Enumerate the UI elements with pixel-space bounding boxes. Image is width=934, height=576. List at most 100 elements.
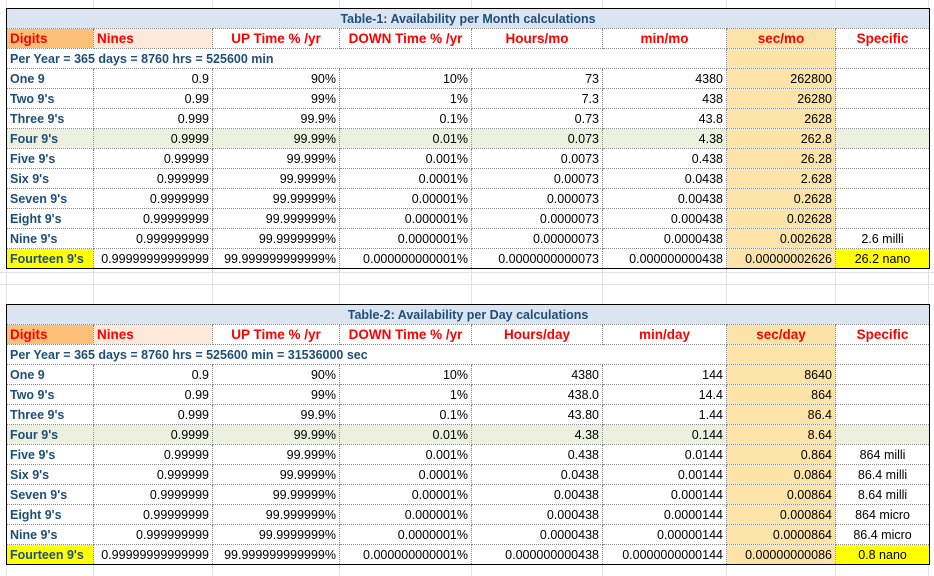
cell-min[interactable]: 14.4 bbox=[602, 384, 727, 405]
cell-min[interactable]: 0.00000144 bbox=[602, 524, 727, 545]
cell-down-time[interactable]: 0.1% bbox=[339, 108, 472, 129]
cell-min[interactable]: 0.0000000000144 bbox=[602, 544, 727, 565]
cell-min[interactable]: 0.0144 bbox=[602, 444, 727, 465]
cell[interactable] bbox=[834, 48, 931, 69]
cell-specific[interactable] bbox=[834, 168, 931, 189]
cell-nines[interactable]: 0.9999 bbox=[93, 424, 213, 445]
cell-specific[interactable] bbox=[834, 88, 931, 109]
cell-up-time[interactable]: 99.99% bbox=[212, 128, 340, 149]
cell-down-time[interactable]: 0.01% bbox=[339, 424, 472, 445]
row-label[interactable]: Four 9's bbox=[6, 128, 94, 149]
cell-hours[interactable]: 0.0073 bbox=[471, 148, 603, 169]
cell-hours[interactable]: 73 bbox=[471, 68, 603, 89]
cell-nines[interactable]: 0.999 bbox=[93, 108, 213, 129]
cell-specific[interactable]: 0.8 nano bbox=[834, 544, 931, 565]
cell-nines[interactable]: 0.99999999 bbox=[93, 504, 213, 525]
cell-specific[interactable]: 86.4 micro bbox=[834, 524, 931, 545]
cell[interactable] bbox=[726, 48, 836, 69]
cell-min[interactable]: 0.000144 bbox=[602, 484, 727, 505]
cell-up-time[interactable]: 90% bbox=[212, 364, 340, 385]
cell-min[interactable]: 438 bbox=[602, 88, 727, 109]
cell-hours[interactable]: 0.0000000000073 bbox=[471, 248, 603, 269]
cell-hours[interactable]: 0.00000073 bbox=[471, 228, 603, 249]
cell-specific[interactable] bbox=[834, 424, 931, 445]
cell-specific[interactable] bbox=[834, 384, 931, 405]
cell-hours[interactable]: 4380 bbox=[471, 364, 603, 385]
header-up-time[interactable]: UP Time % /yr bbox=[212, 324, 340, 345]
cell-specific[interactable] bbox=[834, 188, 931, 209]
header-specific[interactable]: Specific bbox=[834, 28, 931, 49]
cell-specific[interactable]: 864 milli bbox=[834, 444, 931, 465]
cell-down-time[interactable]: 0.0001% bbox=[339, 464, 472, 485]
cell-hours[interactable]: 0.000000000438 bbox=[471, 544, 603, 565]
cell-specific[interactable]: 2.6 milli bbox=[834, 228, 931, 249]
header-down-time[interactable]: DOWN Time % /yr bbox=[339, 28, 472, 49]
header-up-time[interactable]: UP Time % /yr bbox=[212, 28, 340, 49]
row-label[interactable]: Fourteen 9's bbox=[6, 544, 94, 565]
cell-down-time[interactable]: 10% bbox=[339, 364, 472, 385]
cell-specific[interactable] bbox=[834, 148, 931, 169]
cell-nines[interactable]: 0.99 bbox=[93, 88, 213, 109]
cell-up-time[interactable]: 90% bbox=[212, 68, 340, 89]
cell-nines[interactable]: 0.99999999 bbox=[93, 208, 213, 229]
cell-nines[interactable]: 0.99999 bbox=[93, 444, 213, 465]
cell-min[interactable]: 1.44 bbox=[602, 404, 727, 425]
cell-nines[interactable]: 0.9999999 bbox=[93, 188, 213, 209]
cell-sec[interactable]: 0.00864 bbox=[726, 484, 836, 505]
cell-specific[interactable]: 8.64 milli bbox=[834, 484, 931, 505]
row-label[interactable]: Three 9's bbox=[6, 108, 94, 129]
row-label[interactable]: Four 9's bbox=[6, 424, 94, 445]
cell-min[interactable]: 0.000000000438 bbox=[602, 248, 727, 269]
header-nines[interactable]: Nines bbox=[93, 28, 213, 49]
cell-hours[interactable]: 7.3 bbox=[471, 88, 603, 109]
cell-sec[interactable]: 26280 bbox=[726, 88, 836, 109]
cell-hours[interactable]: 0.0438 bbox=[471, 464, 603, 485]
cell-min[interactable]: 144 bbox=[602, 364, 727, 385]
cell-down-time[interactable]: 0.0000001% bbox=[339, 524, 472, 545]
cell-sec[interactable]: 0.864 bbox=[726, 444, 836, 465]
cell-nines[interactable]: 0.999999 bbox=[93, 464, 213, 485]
cell-down-time[interactable]: 1% bbox=[339, 384, 472, 405]
cell-sec[interactable]: 0.00000002626 bbox=[726, 248, 836, 269]
cell-up-time[interactable]: 99.99% bbox=[212, 424, 340, 445]
cell-specific[interactable] bbox=[834, 404, 931, 425]
row-label[interactable]: One 9 bbox=[6, 364, 94, 385]
cell-down-time[interactable]: 0.0000001% bbox=[339, 228, 472, 249]
row-label[interactable]: One 9 bbox=[6, 68, 94, 89]
cell-nines[interactable]: 0.999999999 bbox=[93, 228, 213, 249]
cell-up-time[interactable]: 99.999% bbox=[212, 148, 340, 169]
cell-up-time[interactable]: 99.999% bbox=[212, 444, 340, 465]
cell-hours[interactable]: 0.000073 bbox=[471, 188, 603, 209]
cell-nines[interactable]: 0.9999999 bbox=[93, 484, 213, 505]
cell[interactable] bbox=[726, 344, 836, 365]
cell-nines[interactable]: 0.99999999999999 bbox=[93, 248, 213, 269]
row-label[interactable]: Fourteen 9's bbox=[6, 248, 94, 269]
cell-down-time[interactable]: 0.01% bbox=[339, 128, 472, 149]
cell-min[interactable]: 0.144 bbox=[602, 424, 727, 445]
cell-down-time[interactable]: 0.1% bbox=[339, 404, 472, 425]
cell-sec[interactable]: 8.64 bbox=[726, 424, 836, 445]
cell-up-time[interactable]: 99.9% bbox=[212, 108, 340, 129]
cell[interactable] bbox=[834, 344, 931, 365]
row-label[interactable]: Six 9's bbox=[6, 168, 94, 189]
header-digits[interactable]: Digits bbox=[6, 28, 94, 49]
header-sec[interactable]: sec/day bbox=[726, 324, 836, 345]
cell-down-time[interactable]: 0.000000000001% bbox=[339, 248, 472, 269]
cell-nines[interactable]: 0.99999 bbox=[93, 148, 213, 169]
cell-up-time[interactable]: 99% bbox=[212, 384, 340, 405]
cell-up-time[interactable]: 99.9999999% bbox=[212, 228, 340, 249]
cell-down-time[interactable]: 1% bbox=[339, 88, 472, 109]
cell-up-time[interactable]: 99.999999% bbox=[212, 208, 340, 229]
cell-specific[interactable] bbox=[834, 128, 931, 149]
cell-min[interactable]: 43.8 bbox=[602, 108, 727, 129]
cell-hours[interactable]: 438.0 bbox=[471, 384, 603, 405]
row-label[interactable]: Five 9's bbox=[6, 148, 94, 169]
cell-down-time[interactable]: 0.00001% bbox=[339, 484, 472, 505]
cell-sec[interactable]: 0.000864 bbox=[726, 504, 836, 525]
header-min[interactable]: min/mo bbox=[602, 28, 727, 49]
cell-hours[interactable]: 0.00438 bbox=[471, 484, 603, 505]
cell-up-time[interactable]: 99.999999% bbox=[212, 504, 340, 525]
cell-down-time[interactable]: 0.000001% bbox=[339, 504, 472, 525]
row-label[interactable]: Seven 9's bbox=[6, 188, 94, 209]
cell-sec[interactable]: 0.0864 bbox=[726, 464, 836, 485]
